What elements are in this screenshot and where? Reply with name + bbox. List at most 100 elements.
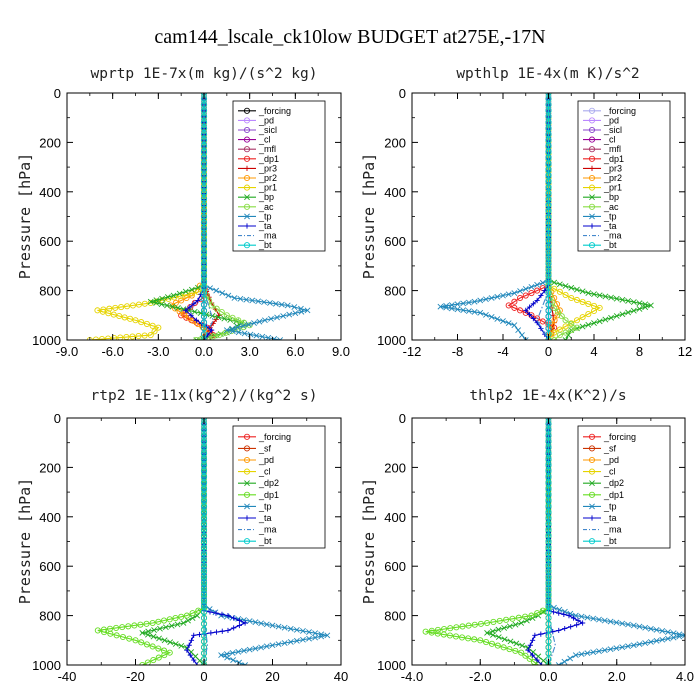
legend-entry: _bp bbox=[258, 192, 274, 202]
legend-entry: _tp bbox=[603, 501, 617, 511]
series-markers-dp2 bbox=[484, 418, 552, 665]
legend-entry: _bt bbox=[603, 240, 617, 250]
legend-entry: _bt bbox=[258, 536, 272, 546]
legend-entry: _pr2 bbox=[603, 173, 622, 183]
legend-entry: _forcing bbox=[258, 106, 291, 116]
y-axis-label: Pressure [hPa] bbox=[16, 153, 34, 279]
y-tick-label: 0 bbox=[399, 411, 406, 426]
series-group bbox=[86, 93, 311, 340]
legend-entry: _cl bbox=[258, 135, 271, 145]
legend-entry: _sicl bbox=[603, 125, 622, 135]
figure-title: cam144_lscale_ck10low BUDGET at275E,-17N bbox=[154, 26, 545, 48]
legend-entry: _ta bbox=[603, 513, 617, 523]
legend-entry: _sicl bbox=[258, 125, 277, 135]
x-tick-label: -2.0 bbox=[469, 669, 491, 684]
legend-entry: _cl bbox=[603, 467, 616, 477]
legend-entry: _mfl bbox=[258, 144, 276, 154]
legend-entry: _bt bbox=[258, 240, 272, 250]
legend-entry: _sf bbox=[603, 443, 617, 453]
x-tick-label: 8 bbox=[636, 344, 643, 359]
legend-entry: _ma bbox=[258, 231, 277, 241]
x-tick-label: -8 bbox=[452, 344, 464, 359]
legend-entry: _pr3 bbox=[258, 163, 277, 173]
legend-entry: _pd bbox=[258, 455, 274, 465]
series-group bbox=[422, 418, 685, 665]
x-tick-label: -9.0 bbox=[56, 344, 78, 359]
panel-title: thlp2 1E-4x(K^2)/s bbox=[469, 388, 626, 404]
x-tick-label: 4 bbox=[590, 344, 597, 359]
legend-entry: _tp bbox=[603, 211, 617, 221]
series-line-ta bbox=[527, 418, 585, 665]
y-axis-label: Pressure [hPa] bbox=[360, 153, 378, 279]
series-markers-bt bbox=[545, 418, 552, 665]
y-tick-label: 200 bbox=[384, 135, 406, 150]
y-tick-label: 800 bbox=[39, 284, 61, 299]
series-group bbox=[94, 418, 331, 665]
legend-entry: _cl bbox=[603, 135, 616, 145]
legend-entry: _forcing bbox=[603, 432, 636, 442]
panel-wprtp: wprtp 1E-7x(m kg)/(s^2 kg) Pressure [hPa… bbox=[16, 66, 350, 359]
y-tick-label: 0 bbox=[54, 411, 61, 426]
y-tick-label: 200 bbox=[39, 135, 61, 150]
series-line-dp1 bbox=[425, 418, 550, 665]
series-line-tp bbox=[203, 418, 328, 665]
legend-entry: _sf bbox=[258, 443, 272, 453]
x-tick-label: -4.0 bbox=[401, 669, 423, 684]
legend-entry: _bp bbox=[603, 192, 619, 202]
legend-entry: _forcing bbox=[603, 106, 636, 116]
x-tick-label: 0 bbox=[200, 669, 207, 684]
y-tick-label: 600 bbox=[384, 234, 406, 249]
y-tick-label: 400 bbox=[384, 510, 406, 525]
x-tick-label: 40 bbox=[334, 669, 348, 684]
series-line-dp1 bbox=[97, 418, 205, 665]
legend-entry: _cl bbox=[258, 467, 271, 477]
y-tick-label: 1000 bbox=[32, 333, 61, 348]
legend: _forcing_sf _pd _cl_dp2 _dp1_tp _ta _ma_bt bbox=[232, 425, 326, 549]
legend-entry: _pr1 bbox=[603, 183, 622, 193]
x-tick-label: 0 bbox=[545, 344, 552, 359]
panels: wprtp 1E-7x(m kg)/(s^2 kg) Pressure [hPa… bbox=[16, 66, 694, 684]
panel-title: rtp2 1E-11x(kg^2)/(kg^2 s) bbox=[91, 388, 318, 404]
panel-title: wpthlp 1E-4x(m K)/s^2 bbox=[456, 66, 639, 82]
y-tick-label: 1000 bbox=[377, 333, 406, 348]
panel-thlp2: thlp2 1E-4x(K^2)/s Pressure [hPa] -4.0 -2… bbox=[360, 388, 694, 684]
legend-entry: _pr3 bbox=[603, 163, 622, 173]
x-tick-label: 2.0 bbox=[608, 669, 626, 684]
legend-entry: _dp1 bbox=[258, 490, 279, 500]
legend-entry: _pr1 bbox=[258, 183, 277, 193]
x-tick-label: 20 bbox=[265, 669, 279, 684]
x-tick-label: -40 bbox=[58, 669, 77, 684]
y-tick-label: 800 bbox=[384, 609, 406, 624]
series-markers-bt bbox=[545, 93, 552, 340]
legend-entry: _ac bbox=[258, 202, 274, 212]
x-tick-label: 0.0 bbox=[539, 669, 557, 684]
y-tick-label: 400 bbox=[39, 510, 61, 525]
y-tick-label: 200 bbox=[39, 460, 61, 475]
legend-entry: _ac bbox=[603, 202, 619, 212]
x-tick-label: -20 bbox=[126, 669, 145, 684]
legend-entry: _pd bbox=[603, 455, 619, 465]
legend-entry: _forcing bbox=[258, 432, 291, 442]
y-tick-label: 400 bbox=[39, 185, 61, 200]
y-tick-label: 400 bbox=[384, 185, 406, 200]
series-group bbox=[437, 93, 654, 340]
y-tick-label: 800 bbox=[384, 284, 406, 299]
x-tick-label: 4.0 bbox=[676, 669, 694, 684]
series-markers-dp1 bbox=[178, 93, 217, 340]
x-tick-label: 3.0 bbox=[241, 344, 259, 359]
legend-entry: _pr2 bbox=[258, 173, 277, 183]
y-tick-label: 200 bbox=[384, 460, 406, 475]
legend-entry: _tp bbox=[258, 211, 272, 221]
legend-entry: _ta bbox=[603, 221, 617, 231]
x-tick-label: 0.0 bbox=[195, 344, 213, 359]
y-tick-label: 1000 bbox=[32, 658, 61, 673]
series-markers-dp2 bbox=[139, 418, 207, 665]
y-axis-label: Pressure [hPa] bbox=[16, 478, 34, 604]
x-tick-label: -12 bbox=[403, 344, 422, 359]
x-tick-label: 9.0 bbox=[332, 344, 350, 359]
series-markers-dp1 bbox=[94, 418, 208, 665]
x-tick-label: -6.0 bbox=[101, 344, 123, 359]
legend: _forcing_pd_sicl_cl_mfl_dp1_pr3_pr2_pr1_… bbox=[232, 100, 326, 252]
legend-entry: _dp1 bbox=[258, 154, 279, 164]
